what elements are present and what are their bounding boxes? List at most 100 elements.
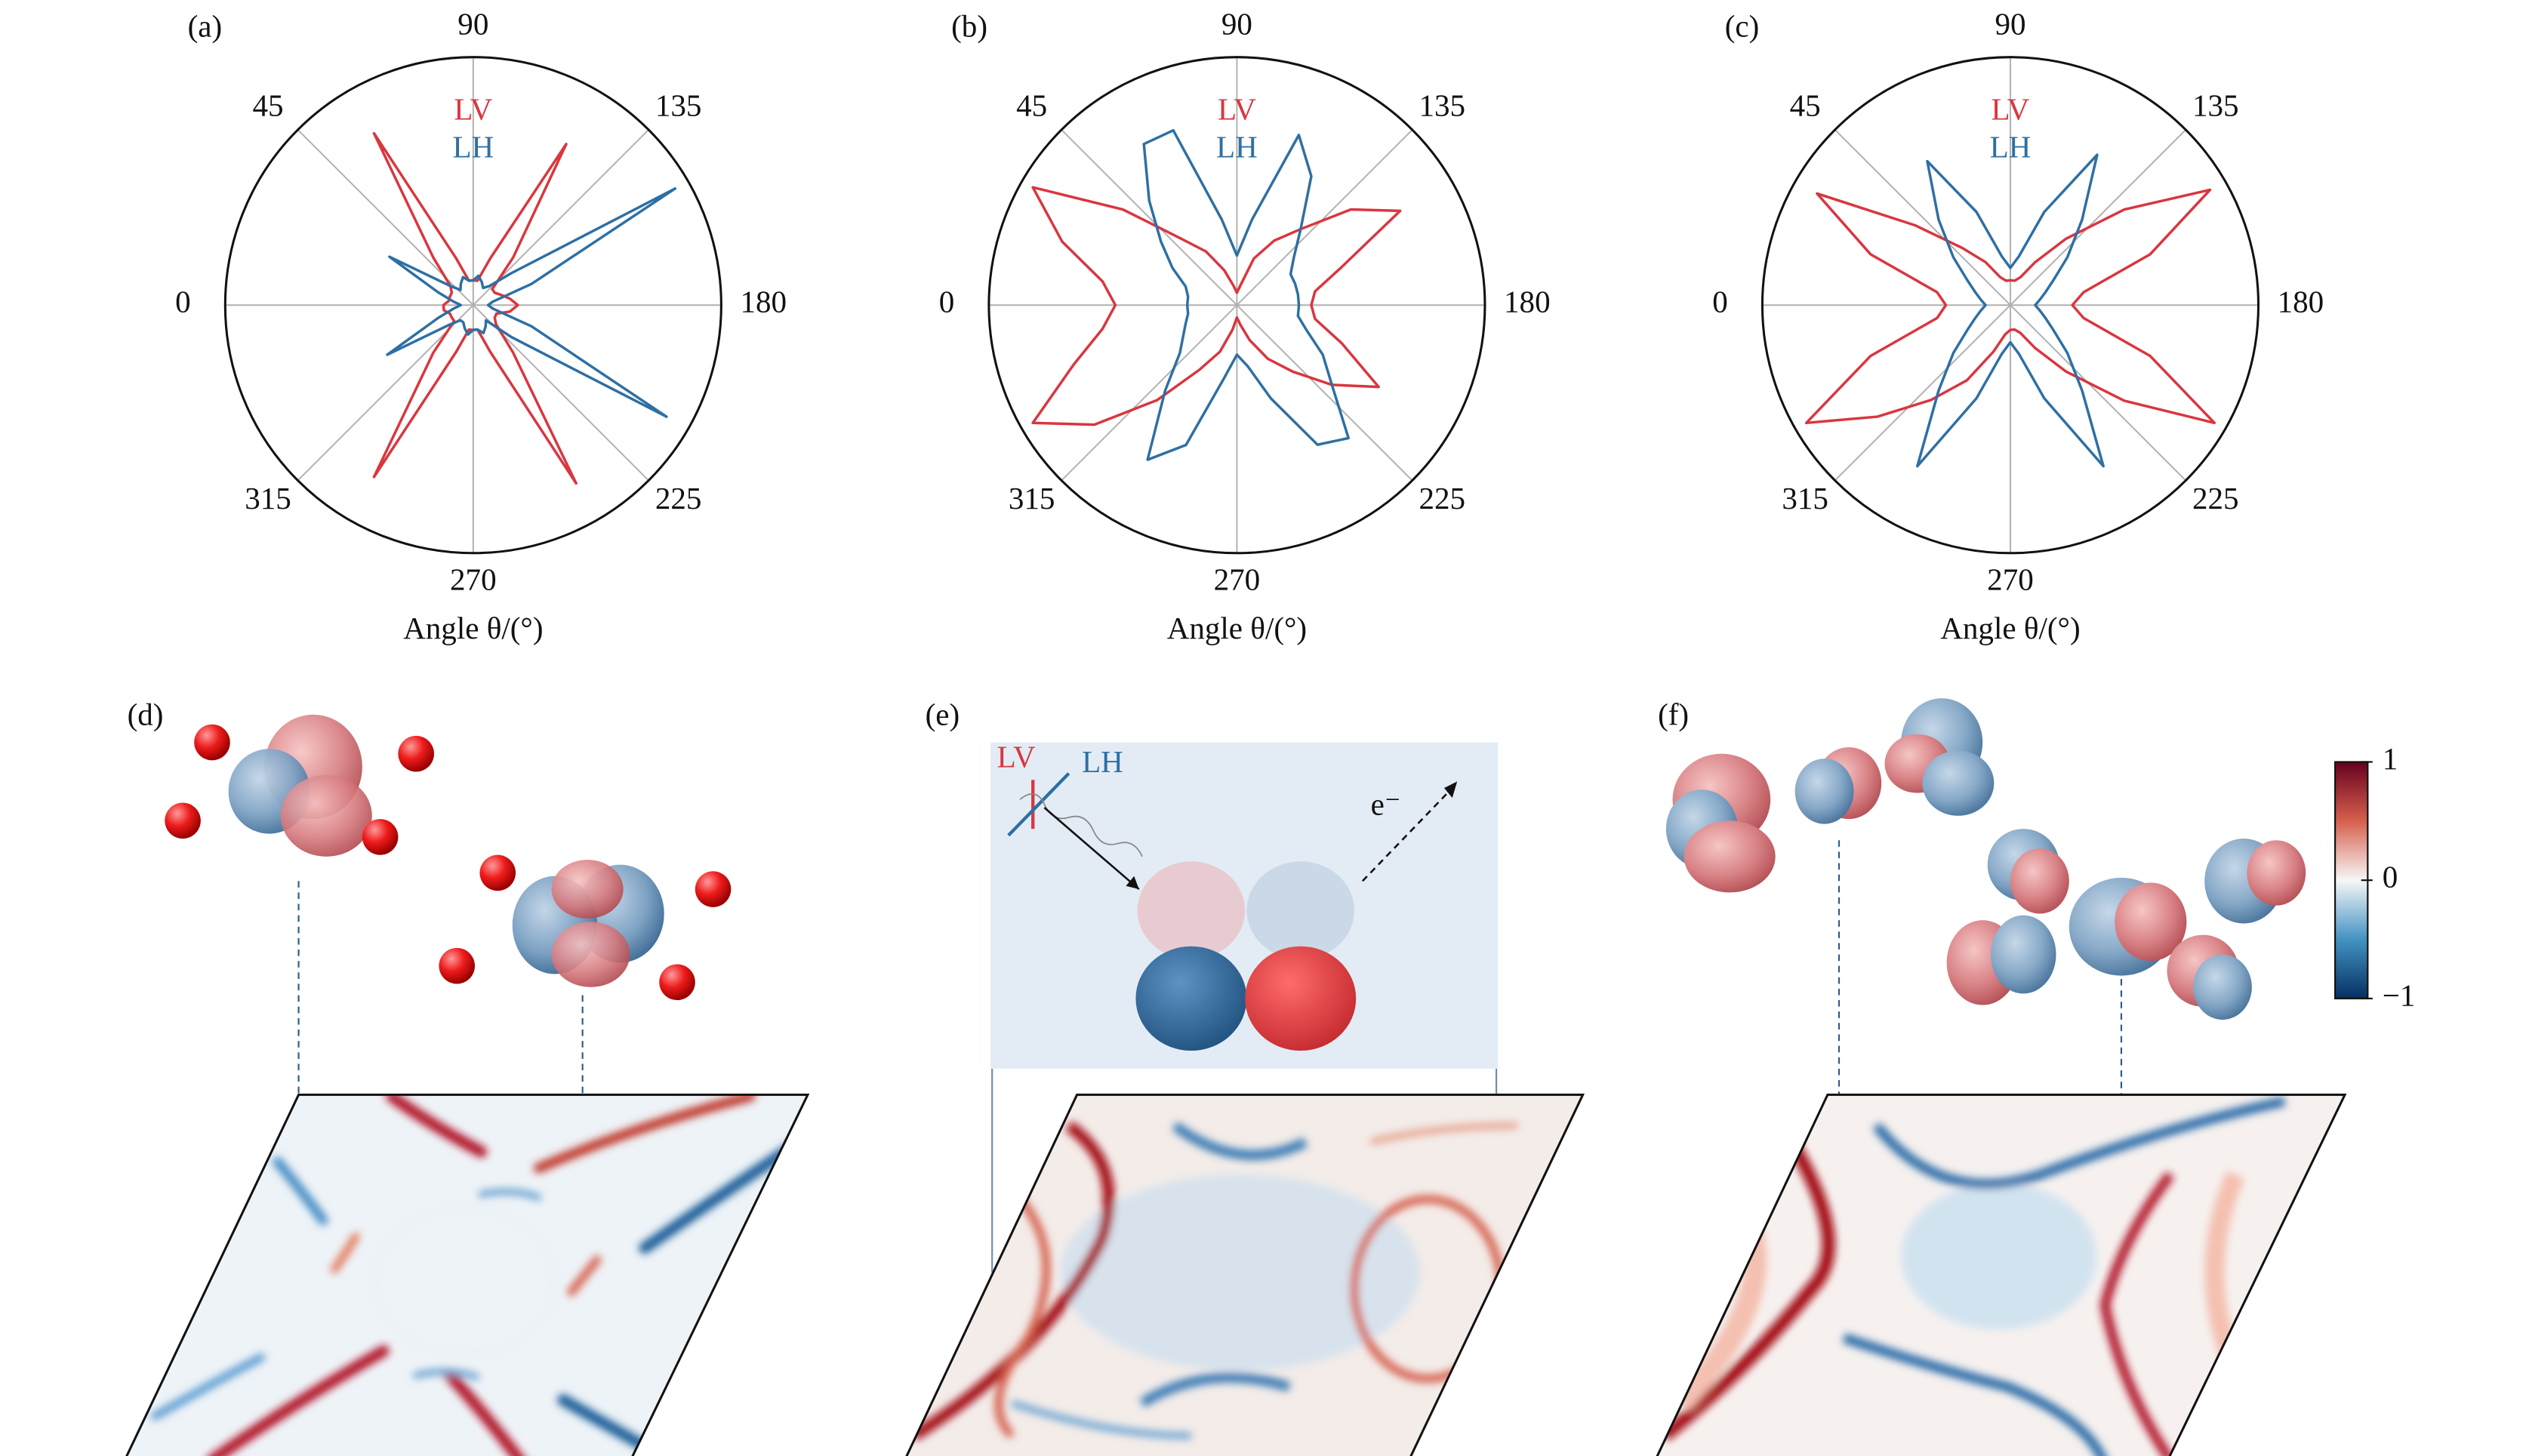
lobe: [1794, 759, 1854, 824]
lobe: [1991, 915, 2056, 994]
spectrum-features: [910, 1121, 1518, 1441]
lobe: [2247, 840, 2306, 906]
angle-tick-label: 180: [1504, 285, 1551, 319]
grid-line: [1834, 304, 2011, 482]
grid-line: [2010, 304, 2186, 482]
angle-tick-label: 180: [2278, 285, 2324, 319]
panel-label: (e): [926, 697, 960, 732]
angle-tick-label: 90: [1995, 7, 2025, 42]
angle-tick-label: 225: [1419, 481, 1465, 516]
angle-tick-label: 45: [1016, 88, 1047, 122]
spectrum-features: [1660, 1096, 2286, 1456]
angle-tick-label: 225: [655, 481, 702, 516]
angle-tick-label: 315: [1782, 481, 1828, 516]
panel-label: (f): [1658, 697, 1689, 732]
lobe: [1137, 861, 1246, 960]
legend-entry: LV: [1218, 92, 1256, 127]
polar-frame: [987, 56, 1486, 555]
angle-tick-label: 0: [175, 285, 191, 319]
colorbar-tick-label: 1: [2383, 741, 2398, 776]
angle-tick-label: 315: [245, 481, 291, 516]
angle-tick-label: 45: [252, 88, 283, 122]
panel-label: (b): [951, 8, 987, 43]
legend-entry: LH: [452, 129, 494, 164]
map-frame: [905, 1093, 1585, 1456]
electron-arrow: [1361, 787, 1453, 882]
polar-line: [372, 131, 578, 485]
grid-line: [1834, 129, 2011, 306]
map-frame: [1656, 1093, 2347, 1456]
x-axis-label: Angle θ/(°): [1167, 611, 1307, 645]
spectrum-features: [150, 1094, 806, 1456]
polarization-arrow: [1007, 772, 1070, 837]
polar-line: [1031, 186, 1402, 426]
orbital-group: [439, 854, 732, 1001]
orbital-group: [165, 714, 434, 857]
legend-entry: LV: [454, 92, 492, 127]
grid-line: [1236, 304, 1413, 482]
lobe: [2115, 882, 2187, 962]
panel-label: (a): [188, 8, 223, 43]
atom: [398, 735, 434, 772]
lobe: [1245, 946, 1357, 1051]
polarization-label: LV: [997, 740, 1036, 774]
angle-tick-label: 135: [1419, 88, 1465, 122]
photon-arrow: [1043, 806, 1140, 891]
light-wave: [1019, 793, 1143, 857]
lobe: [1246, 861, 1355, 960]
electron-label: e⁻: [1371, 786, 1401, 821]
grid-line: [2010, 129, 2186, 306]
arrow-head: [1443, 781, 1458, 799]
polar-line: [1142, 128, 1350, 461]
lobe: [551, 922, 630, 987]
x-axis-label: Angle θ/(°): [403, 611, 543, 645]
panel-f: (f): [1656, 697, 2369, 1456]
panel-label: (d): [128, 697, 164, 732]
atom: [362, 819, 399, 855]
polar-line: [1916, 153, 2105, 468]
lobe: [2193, 954, 2252, 1020]
angle-tick-label: 45: [1790, 88, 1821, 122]
orbital-chain: [1665, 698, 2306, 1020]
polarization-label: LH: [1082, 744, 1123, 779]
polar-frame: [1760, 56, 2260, 555]
grid-line: [1061, 304, 1238, 482]
panel-e: (e) LV LH e⁻: [905, 697, 1585, 1456]
polar-line: [386, 187, 677, 418]
polar-frame: [223, 56, 722, 555]
angle-tick-label: 270: [1987, 562, 2034, 597]
angle-tick-label: 0: [939, 285, 955, 319]
panel-d: (d): [125, 697, 810, 1456]
grid-line: [1061, 129, 1238, 306]
angle-tick-label: 90: [1221, 7, 1252, 42]
lobe: [1922, 750, 1995, 816]
angle-tick-label: 315: [1009, 481, 1055, 516]
panel-label: (c): [1725, 8, 1760, 43]
legend-entry: LV: [1991, 92, 2029, 127]
angle-tick-label: 135: [655, 88, 702, 122]
lobe: [1135, 946, 1247, 1051]
arrow-head: [1126, 876, 1139, 890]
atom: [479, 854, 516, 891]
angle-tick-label: 270: [450, 562, 497, 597]
angle-tick-label: 135: [2192, 88, 2239, 122]
atom: [439, 947, 475, 984]
atom: [695, 871, 732, 907]
colorbar-tick-label: −1: [2383, 977, 2416, 1012]
atom: [165, 802, 201, 839]
grid-line: [1236, 129, 1413, 306]
atom: [659, 964, 695, 1001]
map-frame: [125, 1093, 810, 1456]
lobe: [1683, 820, 1776, 893]
x-axis-label: Angle θ/(°): [1940, 611, 2080, 645]
angle-tick-label: 225: [2192, 481, 2239, 516]
lobe: [280, 774, 372, 857]
angle-tick-label: 180: [740, 285, 787, 319]
polar-line: [1804, 188, 2216, 425]
lobe: [551, 860, 624, 919]
